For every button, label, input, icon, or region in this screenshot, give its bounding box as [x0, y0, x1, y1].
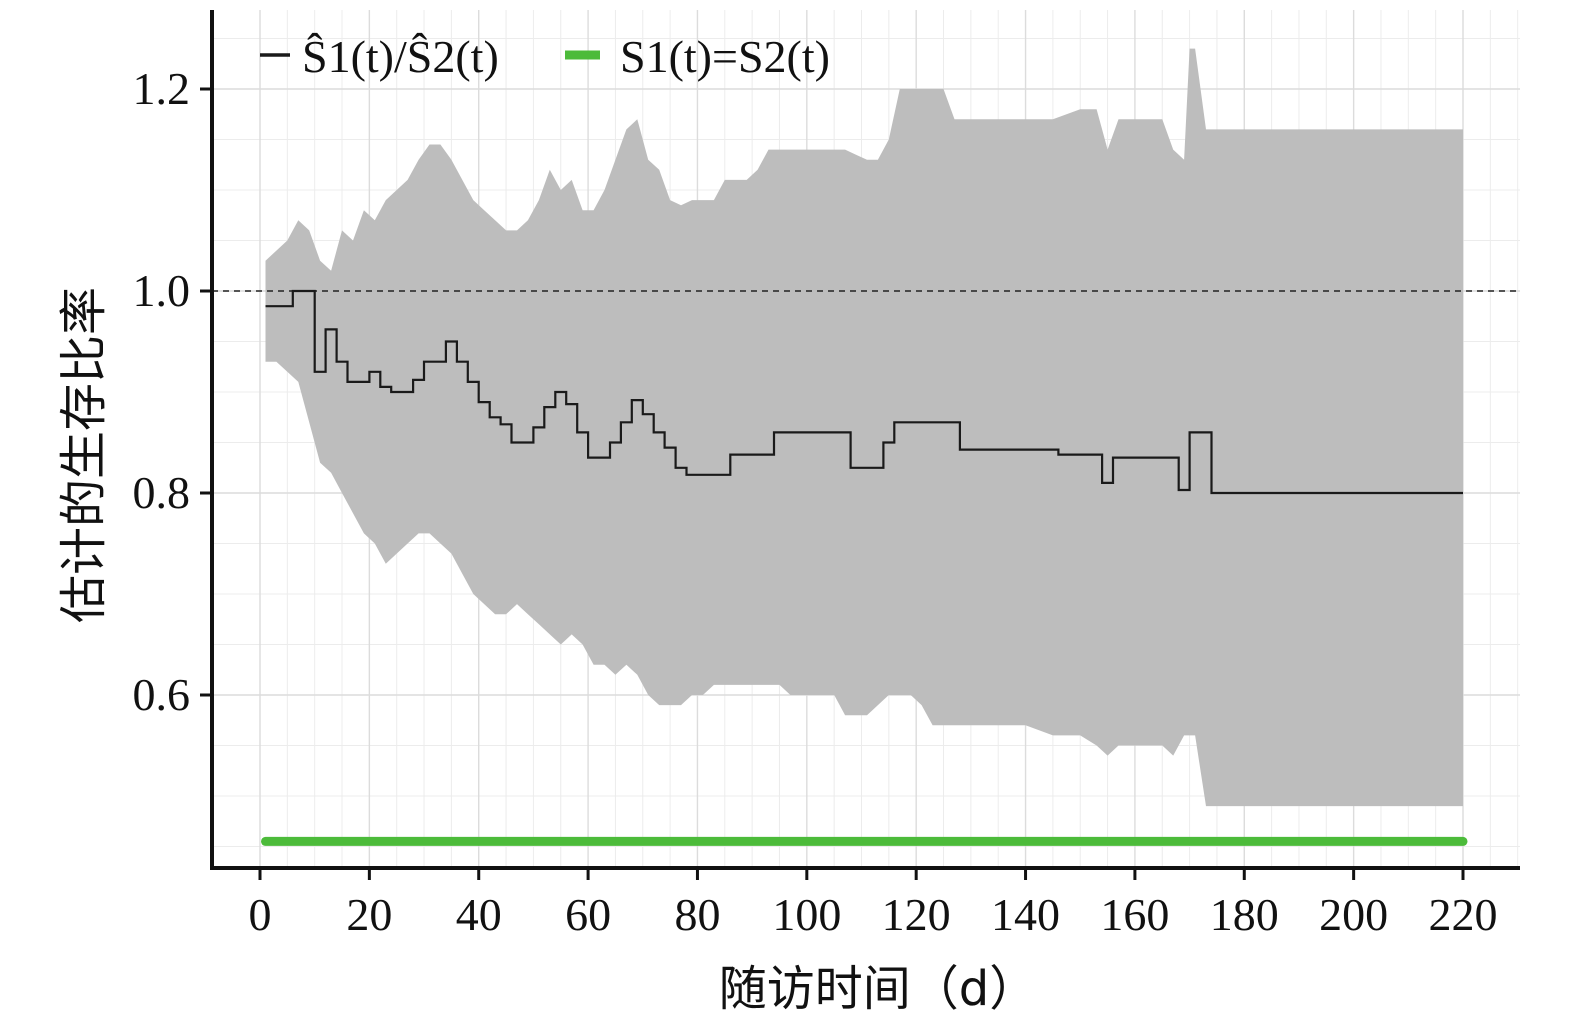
series-line-ratio — [265, 289, 1463, 495]
x-tick-label: 0 — [249, 889, 272, 940]
x-axis-title: 随访时间（d） — [719, 961, 1037, 1017]
x-tick-label: 100 — [772, 889, 841, 940]
x-tick-label: 160 — [1100, 889, 1169, 940]
x-tick-label: 220 — [1429, 889, 1498, 940]
y-axis-title: 估计的生存比率 — [56, 287, 112, 623]
x-tick-label: 80 — [674, 889, 720, 940]
series-layer — [261, 289, 1468, 846]
y-ticks: 0.6 0.8 1.0 1.2 — [133, 63, 212, 720]
legend-label-equal: S1(t)=S2(t) — [620, 31, 830, 82]
x-tick-label: 200 — [1319, 889, 1388, 940]
x-tick-label: 60 — [565, 889, 611, 940]
legend: Ŝ1(t)/Ŝ2(t) S1(t)=S2(t) — [260, 31, 830, 82]
legend-label-ratio: Ŝ1(t)/Ŝ2(t) — [302, 31, 499, 82]
x-ticks: 0 20 40 60 80 100 120 140 160 180 200 220 — [249, 868, 1498, 940]
axes — [210, 10, 1520, 870]
confidence-band — [265, 48, 1463, 807]
y-tick-label: 0.6 — [133, 669, 191, 720]
confidence-band-layer — [265, 48, 1463, 807]
x-tick-label: 140 — [991, 889, 1060, 940]
legend-item-ratio: Ŝ1(t)/Ŝ2(t) — [260, 31, 499, 82]
x-tick-label: 120 — [882, 889, 951, 940]
x-tick-label: 40 — [456, 889, 502, 940]
y-tick-label: 1.0 — [133, 265, 191, 316]
x-tick-label: 180 — [1210, 889, 1279, 940]
x-tick-label: 20 — [346, 889, 392, 940]
y-tick-label: 1.2 — [133, 63, 191, 114]
legend-item-equal: S1(t)=S2(t) — [565, 31, 830, 82]
y-tick-label: 0.8 — [133, 467, 191, 518]
